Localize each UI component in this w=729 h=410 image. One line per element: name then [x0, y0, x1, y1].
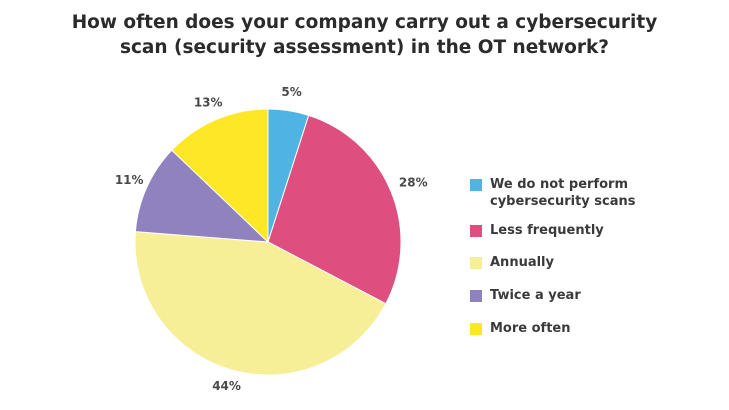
legend-label: We do not perform cybersecurity scans	[490, 177, 636, 209]
legend-item-more-often: More often	[470, 320, 571, 337]
slice-twice-a-year	[134, 149, 270, 243]
chart-title-line-2: scan (security assessment) in the OT net…	[119, 37, 610, 58]
slice-value-label: 44%	[212, 379, 241, 393]
slice-more-often	[171, 108, 269, 244]
chart-title: How often does your company carry out a …	[0, 10, 729, 60]
slice-annually	[134, 231, 387, 376]
slice-value-label: 5%	[281, 85, 301, 99]
chart-title-line-1: How often does your company carry out a …	[71, 12, 658, 33]
legend-swatch	[470, 257, 482, 269]
legend-swatch	[470, 290, 482, 302]
legend-swatch	[470, 323, 482, 335]
legend-item-annually: Annually	[470, 254, 554, 271]
slice-less-frequently	[267, 114, 402, 305]
legend-label: Twice a year	[490, 288, 581, 303]
legend-item-twice-a-year: Twice a year	[470, 287, 581, 304]
legend-swatch	[470, 225, 482, 237]
slice-value-label: 28%	[399, 175, 428, 189]
slice-value-label: 13%	[194, 95, 223, 109]
slice-value-label: 11%	[115, 173, 144, 187]
legend-label: More often	[490, 321, 571, 336]
legend-label: Less frequently	[490, 223, 604, 238]
legend-item-no-scans: We do not perform cybersecurity scans	[470, 176, 636, 210]
legend-item-less-frequently: Less frequently	[470, 222, 604, 239]
legend-label: Annually	[490, 255, 554, 270]
legend-swatch	[470, 179, 482, 191]
